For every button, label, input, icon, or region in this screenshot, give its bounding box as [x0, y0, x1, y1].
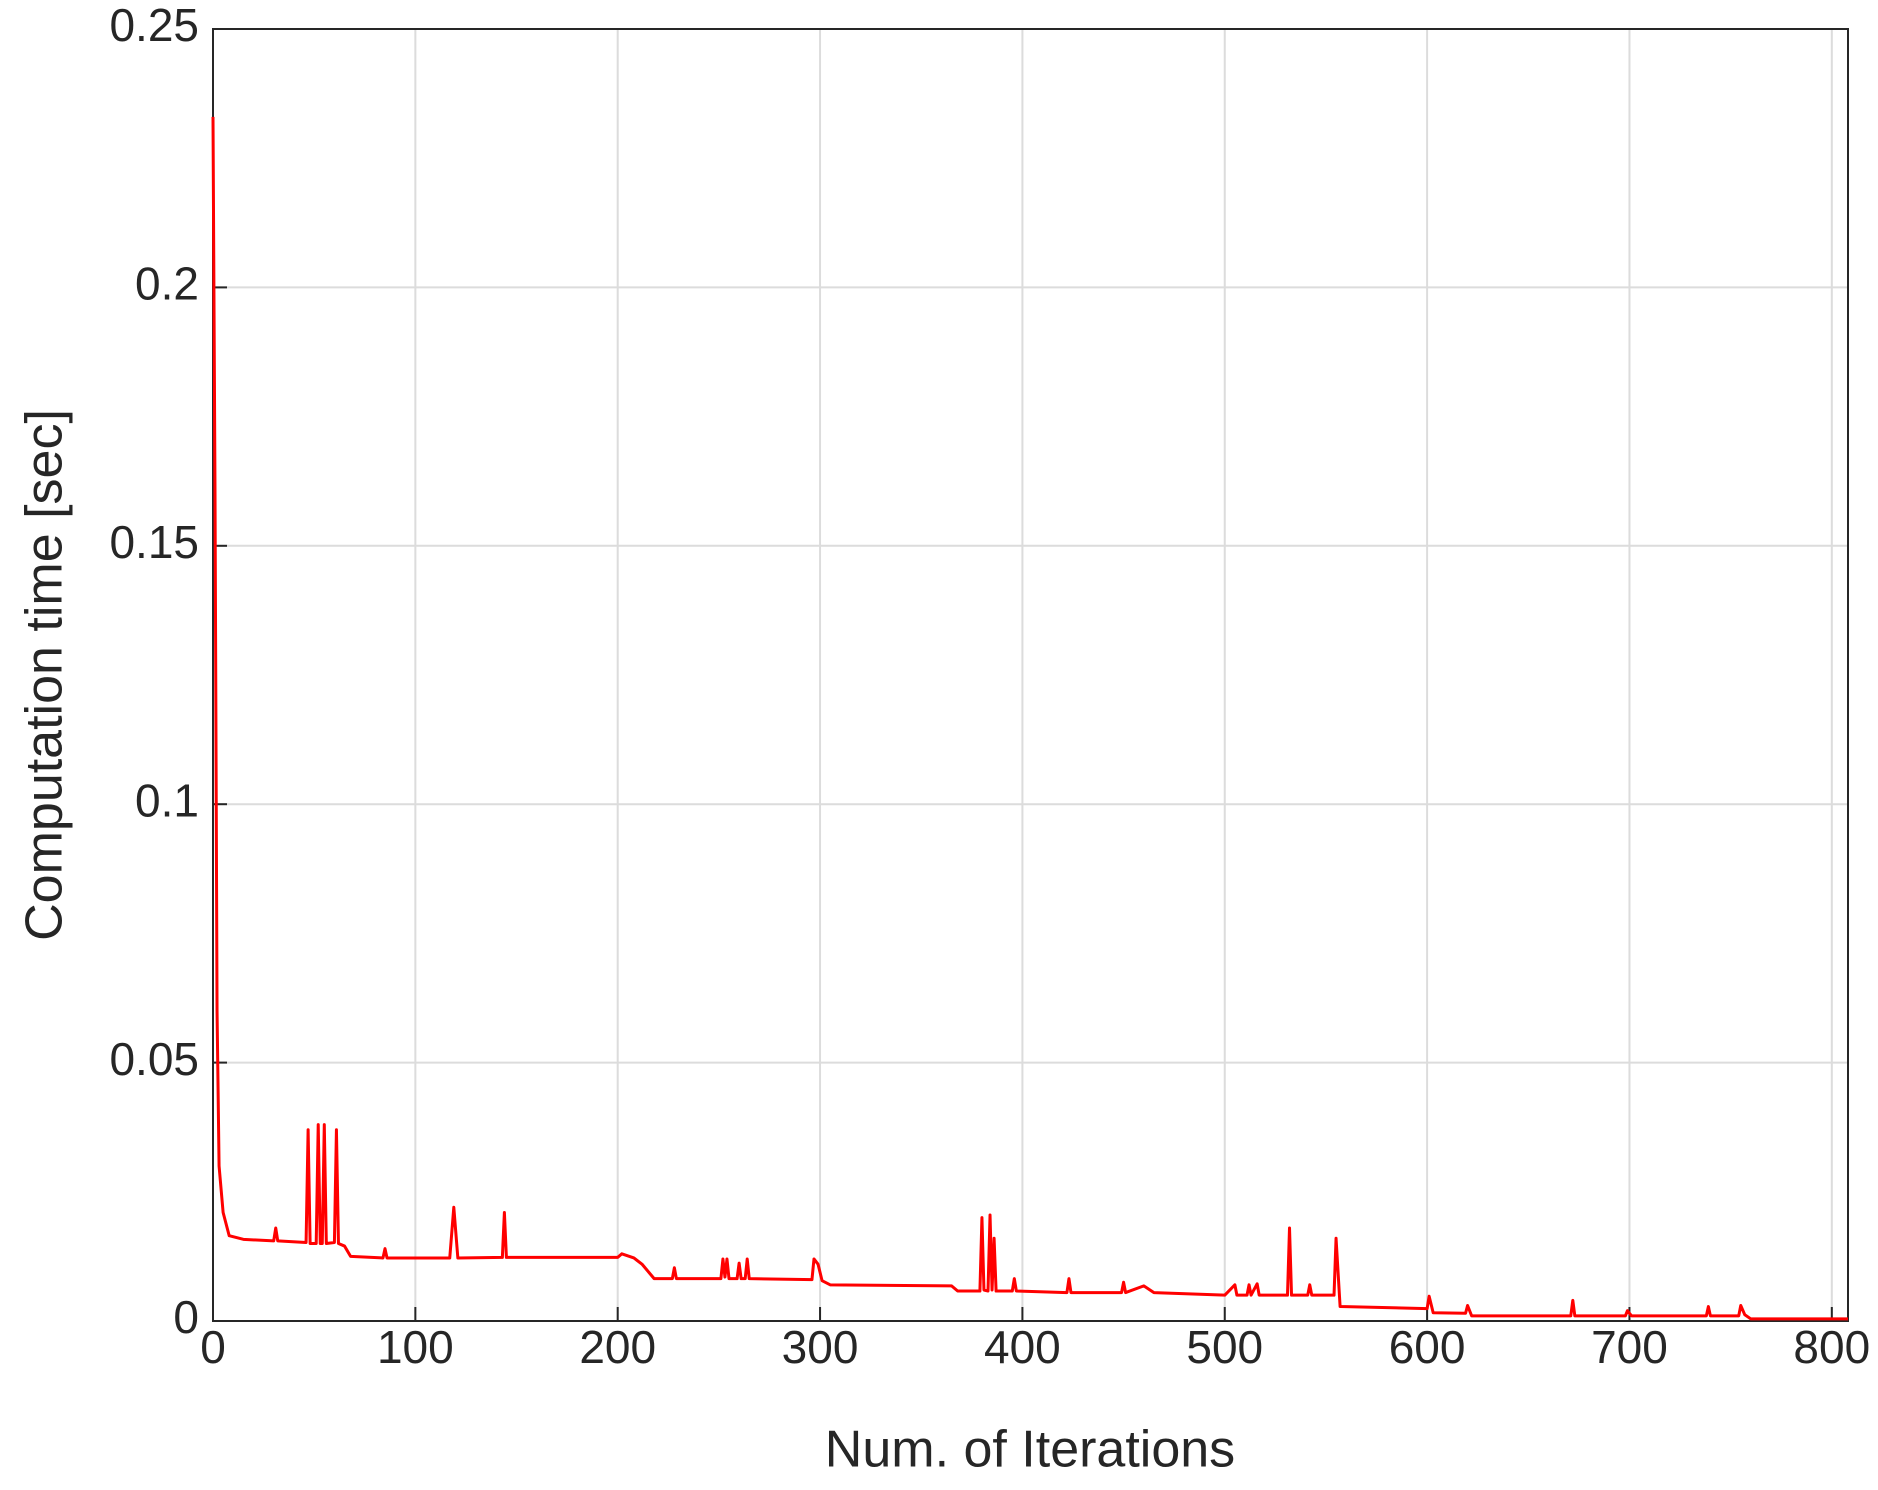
- x-tick-label: 500: [1186, 1321, 1263, 1373]
- y-tick-label: 0.25: [109, 0, 199, 51]
- y-tick-label: 0: [173, 1291, 199, 1343]
- x-tick-label: 400: [984, 1321, 1061, 1373]
- x-tick-label: 0: [200, 1321, 226, 1373]
- x-tick-label: 800: [1793, 1321, 1870, 1373]
- x-tick-label: 300: [782, 1321, 859, 1373]
- x-axis-label: Num. of Iterations: [825, 1421, 1235, 1479]
- y-tick-label: 0.1: [135, 774, 199, 826]
- y-axis-label: Computation time [sec]: [16, 409, 74, 941]
- y-tick-label: 0.15: [109, 516, 199, 568]
- y-tick-label: 0.2: [135, 258, 199, 310]
- y-tick-label: 0.05: [109, 1033, 199, 1085]
- x-tick-label: 700: [1591, 1321, 1668, 1373]
- x-tick-label: 600: [1389, 1321, 1466, 1373]
- plot-frame: [212, 28, 1849, 1322]
- x-tick-label: 200: [579, 1321, 656, 1373]
- data-line: [211, 116, 1848, 1321]
- x-tick-label: 100: [377, 1321, 454, 1373]
